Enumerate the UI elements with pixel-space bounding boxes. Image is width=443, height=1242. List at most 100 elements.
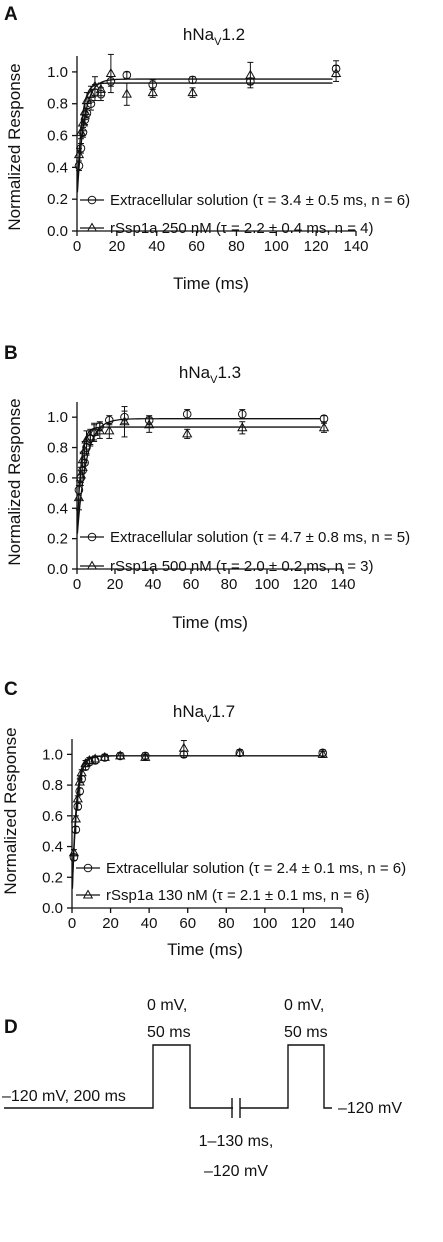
- x-tick-label: 140: [343, 238, 368, 255]
- fit-curve-series-2: [76, 82, 333, 190]
- data-point-triangle: [140, 751, 151, 761]
- data-point-triangle: [79, 106, 91, 116]
- x-tick-label: 100: [252, 915, 277, 932]
- panel-c: C hNaV1.7 Normalized Response Time (ms) …: [1, 679, 406, 959]
- data-point-triangle: [89, 753, 101, 763]
- fit-curve-series-1: [76, 78, 333, 193]
- data-point-triangle: [73, 149, 85, 159]
- data-point-circle: [71, 825, 81, 834]
- data-point-triangle: [81, 434, 92, 444]
- data-point-circle: [73, 802, 83, 811]
- data-point-triangle: [89, 80, 101, 90]
- data-point-triangle: [85, 431, 96, 441]
- data-point-triangle: [99, 751, 110, 761]
- y-tick-label: 1.0: [47, 409, 68, 426]
- x-tick-label: 120: [291, 915, 316, 932]
- data-point-triangle: [68, 847, 80, 857]
- legend-circle-marker: [83, 863, 93, 873]
- legend-triangle-marker: [86, 222, 98, 232]
- y-tick-label: 0.2: [47, 531, 68, 548]
- x-tick-label: 0: [73, 576, 81, 593]
- y-tick-label: 0.8: [47, 96, 68, 113]
- legend-entry-toxin: rSsp1a 500 nM (τ = 2.0 ± 0.2 ms, n = 3): [110, 558, 373, 575]
- y-axis-label: Normalized Response: [5, 398, 24, 565]
- fit-curve-series-2: [76, 426, 321, 529]
- y-tick-label: 0.8: [47, 440, 68, 457]
- legend: Extracellular solution (τ = 4.7 ± 0.8 ms…: [80, 529, 410, 575]
- y-tick-label: 0.2: [42, 869, 63, 886]
- y-axis-label: Normalized Response: [1, 727, 20, 894]
- panel-title: hNaV1.3: [179, 363, 241, 386]
- data-point-triangle: [76, 767, 87, 777]
- plot-area: 0 20 40 60 80 100 120 140 0.0 0.2 0.4 0.6 0.8 1.0: [47, 53, 369, 255]
- data-point-circle: [122, 70, 132, 80]
- legend-triangle-marker: [86, 560, 98, 570]
- title-main: hNa: [183, 25, 215, 44]
- data-point-triangle: [105, 67, 117, 77]
- data-point-triangle: [81, 95, 93, 105]
- y-tick-label: 0.0: [47, 223, 68, 240]
- y-tick-label: 0.4: [47, 159, 68, 176]
- pulse2-voltage-label: 0 mV,: [284, 997, 324, 1014]
- legend-circle-marker: [87, 532, 97, 542]
- panel-d: D –120 mV, 200 ms 0 mV, 50 ms 0 mV, 50 m…: [2, 997, 402, 1180]
- y-tick-label: 0.4: [47, 500, 68, 517]
- data-point-triangle: [237, 422, 248, 432]
- data-point-triangle: [121, 88, 132, 98]
- x-tick-label: 40: [145, 576, 162, 593]
- x-tick-label: 20: [109, 238, 126, 255]
- panel-title: hNaV1.2: [183, 25, 245, 48]
- legend-entry-toxin: rSsp1a 130 nM (τ = 2.1 ± 0.1 ms, n = 6): [106, 887, 369, 904]
- x-tick-label: 60: [188, 238, 205, 255]
- pulse1-voltage-label: 0 mV,: [147, 997, 187, 1014]
- protocol-trace-first: [4, 1044, 233, 1109]
- y-axis-label: Normalized Response: [5, 63, 24, 230]
- x-tick-label: 100: [264, 238, 289, 255]
- data-point-triangle: [182, 428, 193, 438]
- panel-letter: D: [4, 1017, 18, 1038]
- x-axis-label: Time (ms): [173, 274, 249, 293]
- x-tick-label: 40: [148, 238, 165, 255]
- x-tick-label: 60: [183, 576, 200, 593]
- legend-entry-control: Extracellular solution (τ = 3.4 ± 0.5 ms…: [110, 192, 410, 209]
- data-point-triangle: [115, 750, 126, 760]
- y-tick-label: 0.8: [42, 777, 63, 794]
- title-suffix: 1.7: [211, 702, 235, 721]
- legend-circle-marker: [87, 195, 97, 205]
- legend-entry-toxin: rSsp1a 250 nM (τ = 2.2 ± 0.4 ms, n = 4): [110, 220, 373, 237]
- data-point-triangle: [72, 793, 83, 803]
- y-tick-label: 0.6: [47, 128, 68, 145]
- x-axis-label: Time (ms): [167, 940, 243, 959]
- legend-triangle-marker: [82, 889, 94, 899]
- title-suffix: 1.3: [217, 363, 241, 382]
- data-point-triangle: [73, 492, 85, 502]
- data-point-triangle: [147, 87, 158, 97]
- title-subscript: V: [210, 374, 218, 386]
- x-tick-label: 40: [141, 915, 158, 932]
- data-point-triangle: [187, 87, 198, 97]
- data-point-triangle: [119, 416, 130, 426]
- y-tick-label: 1.0: [42, 746, 63, 763]
- data-point-triangle: [80, 758, 91, 768]
- plot-area: 0 20 40 60 80 100 120 140 0.0 0.2 0.4 0.6 0.8 1.0: [47, 402, 356, 593]
- data-point-triangle: [79, 445, 90, 455]
- fit-curve-series-1: [76, 418, 321, 534]
- interval-duration-label: 1–130 ms,: [199, 1133, 274, 1150]
- data-point-triangle: [94, 425, 105, 435]
- x-tick-label: 0: [73, 238, 81, 255]
- panel-letter: C: [4, 679, 18, 700]
- panel-title: hNaV1.7: [173, 702, 235, 725]
- panel-letter: B: [4, 343, 18, 364]
- x-tick-label: 140: [329, 915, 354, 932]
- y-tick-label: 1.0: [47, 64, 68, 81]
- legend: Extracellular solution (τ = 2.4 ± 0.1 ms…: [76, 860, 406, 904]
- data-point-circle: [238, 409, 247, 419]
- y-tick-label: 0.0: [47, 561, 68, 578]
- x-tick-label: 80: [228, 238, 245, 255]
- x-tick-label: 120: [292, 576, 317, 593]
- data-point-circle: [75, 786, 85, 796]
- data-point-triangle: [85, 88, 97, 98]
- title-subscript: V: [204, 713, 212, 725]
- title-subscript: V: [214, 36, 222, 48]
